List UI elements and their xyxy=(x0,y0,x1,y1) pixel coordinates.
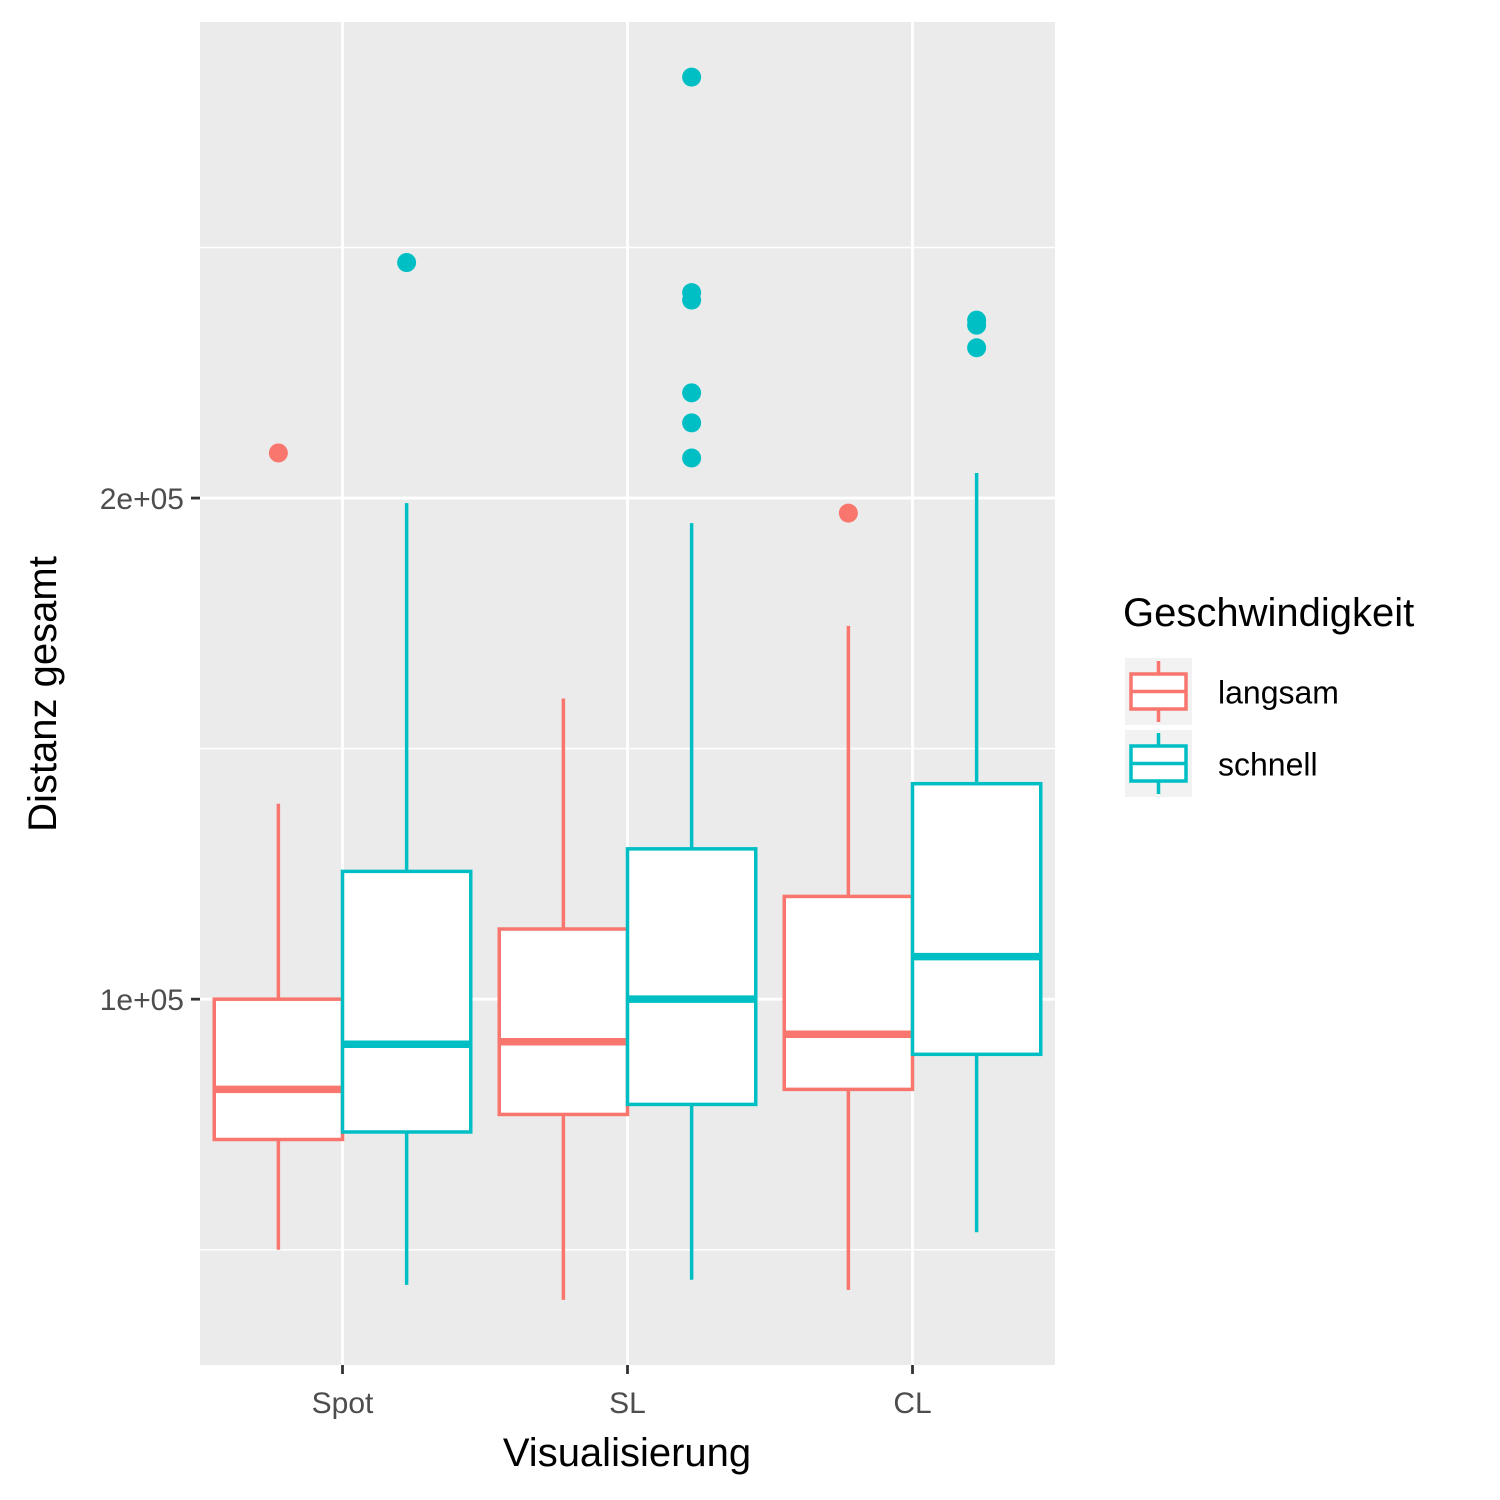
x-tick-label: CL xyxy=(893,1387,931,1420)
legend-label: schnell xyxy=(1218,747,1318,783)
box-iqr xyxy=(497,927,630,1117)
outlier-point xyxy=(682,290,702,310)
box-langsam-CL xyxy=(782,503,915,1290)
outlier-point xyxy=(397,253,417,273)
axes-layer: 1e+05 2e+05 Spot SL CL xyxy=(100,483,932,1420)
x-tick-label: Spot xyxy=(312,1387,374,1420)
box-schnell-Spot xyxy=(340,253,473,1285)
outlier-point xyxy=(682,413,702,433)
y-tick-label: 2e+05 xyxy=(100,483,184,516)
box-iqr xyxy=(782,894,915,1092)
outlier-point xyxy=(682,383,702,403)
outlier-point xyxy=(268,443,288,463)
box-iqr xyxy=(340,869,473,1134)
box-schnell-SL xyxy=(625,67,758,1280)
legend: Geschwindigkeit langsam schnell xyxy=(1123,591,1414,797)
outlier-point xyxy=(967,315,987,335)
legend-item-langsam: langsam xyxy=(1125,658,1339,725)
legend-title: Geschwindigkeit xyxy=(1123,591,1414,635)
outlier-point xyxy=(838,503,858,523)
y-tick-label: 1e+05 xyxy=(100,984,184,1017)
legend-keys: langsam schnell xyxy=(1125,658,1339,797)
box-schnell-CL xyxy=(910,310,1043,1233)
x-tick-label: SL xyxy=(609,1387,646,1420)
outlier-point xyxy=(967,338,987,358)
box-langsam-Spot xyxy=(212,443,345,1250)
boxes-layer xyxy=(212,67,1043,1300)
outlier-point xyxy=(682,67,702,87)
box-langsam-SL xyxy=(497,698,630,1300)
box-iqr xyxy=(212,997,345,1142)
x-axis-title: Visualisierung xyxy=(503,1431,751,1475)
outlier-point xyxy=(682,448,702,468)
legend-item-schnell: schnell xyxy=(1125,730,1318,797)
box-iqr xyxy=(910,781,1043,1057)
legend-label: langsam xyxy=(1218,675,1339,711)
y-axis-title: Distanz gesamt xyxy=(21,556,65,832)
box-iqr xyxy=(625,847,758,1107)
